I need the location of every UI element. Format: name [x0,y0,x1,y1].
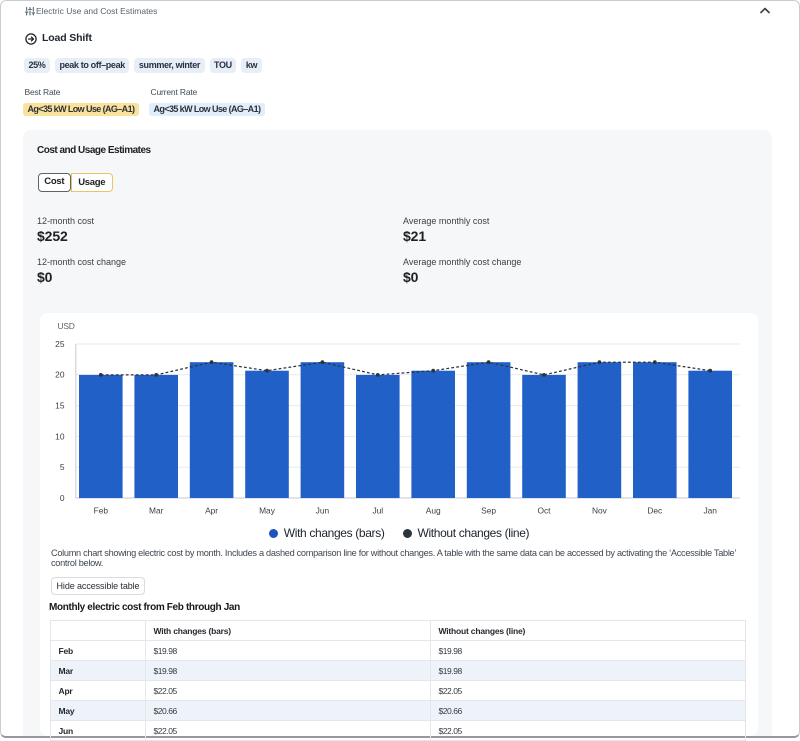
svg-text:Jul: Jul [372,506,383,516]
svg-text:25: 25 [55,339,65,349]
svg-text:Aug: Aug [426,506,441,516]
svg-text:USD: USD [58,321,75,331]
svg-text:Jan: Jan [703,506,717,516]
svg-text:Dec: Dec [647,506,662,516]
svg-text:Jun: Jun [316,506,330,516]
svg-text:May: May [259,506,276,516]
svg-text:0: 0 [60,493,65,503]
svg-text:Feb: Feb [94,506,109,516]
svg-text:5: 5 [60,462,65,472]
svg-text:15: 15 [55,401,65,411]
svg-text:20: 20 [55,370,65,380]
svg-text:Oct: Oct [537,506,551,516]
svg-text:Mar: Mar [149,506,164,516]
svg-text:Apr: Apr [205,506,218,516]
svg-text:Nov: Nov [592,506,608,516]
svg-text:10: 10 [55,431,65,441]
svg-text:Sep: Sep [481,506,496,516]
